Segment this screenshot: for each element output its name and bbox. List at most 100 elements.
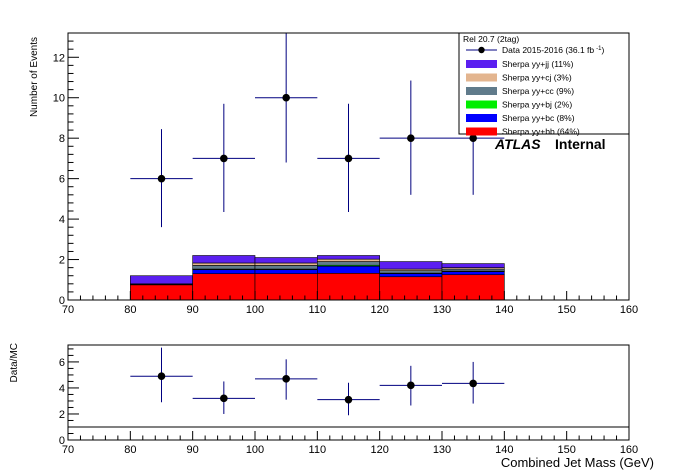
legend-mc-label: Sherpa yy+bb (64%) [502,127,580,137]
ratio-points [130,347,505,416]
main-plot-frame [67,32,630,301]
ratio-x-axis-tick-label: 160 [620,444,638,456]
ratio-y-axis-tick-label: 6 [59,357,65,369]
main-x-axis-tick-label: 110 [309,304,327,316]
ratio-point [157,372,166,381]
data-point [407,134,415,142]
main-x-axis-tick-label: 90 [187,304,199,316]
ratio-plot-frame [67,344,630,441]
legend-mc-label: Sherpa yy+cc (9%) [502,86,574,96]
atlas-internal-label: Internal [555,136,606,152]
mc-bar-segment [192,273,256,301]
legend-header: Rel 20.7 (2tag) [463,34,519,44]
legend: Rel 20.7 (2tag) Data 2015-2016 (36.1 fb -… [458,32,630,137]
main-y-axis-tick-label: 8 [59,133,65,145]
main-y-axis-tick-label: 4 [59,214,65,226]
main-x-axis-tick-label: 160 [620,304,638,316]
data-point [344,154,353,163]
ratio-y-axis-tick-label: 2 [59,409,65,421]
ratio-x-axis-tick-label: 110 [309,444,327,456]
main-y-axis-tick-label: 12 [53,52,65,64]
ratio-x-axis: 70 80 90 100 110 120 130 140 150 160 [62,431,638,456]
mc-bar-segment [379,276,443,301]
main-x-axis-tick-label: 120 [370,304,388,316]
mc-bar-segment [317,255,380,260]
atlas-label: ATLAS [494,136,541,152]
ratio-point [469,379,477,388]
main-y-axis-tick-label: 10 [53,93,65,105]
legend-swatch [466,87,497,95]
data-points [130,33,505,228]
data-point [220,154,228,163]
mc-bar-segment [441,263,505,268]
legend-mc-entries: Sherpa yy+jj (11%) Sherpa yy+cj (3%) Sherp… [466,59,580,137]
main-y-axis-label: Number of Events [29,37,40,117]
ratio-x-axis-tick-label: 150 [557,444,575,456]
mc-bar-segment [317,258,380,262]
main-y-axis-tick-label: 2 [59,255,65,267]
legend-entry-data: Data 2015-2016 (36.1 fb -1) [466,45,605,55]
legend-swatch [466,127,497,136]
ratio-x-axis-tick-label: 130 [433,444,451,456]
mc-bar-segment [379,270,443,274]
mc-bar-segment [254,257,318,264]
legend-swatch [466,60,497,68]
legend-data-end: ) [602,45,605,55]
main-x-axis-tick-label: 80 [124,304,136,316]
mc-bar-segment [254,269,318,275]
legend-mc-label: Sherpa yy+cj (3%) [502,73,572,83]
mc-bar-segment [130,284,193,301]
legend-swatch [466,100,497,109]
ratio-x-axis-tick-label: 100 [246,444,264,456]
ratio-y-axis-label: Data/MC [9,343,20,382]
ratio-x-axis-tick-label: 90 [187,444,199,456]
mc-bar-segment [441,271,505,276]
ratio-x-axis-tick-label: 120 [370,444,388,456]
mc-bar-segment [192,262,256,266]
data-point [157,174,166,183]
data-point [282,93,290,102]
mc-bar-segment [254,273,318,301]
legend-swatch [466,114,497,122]
stacked-mc-histogram [130,255,505,301]
main-x-axis-tick-label: 100 [246,304,264,316]
legend-data-marker [478,46,485,54]
ratio-point [344,395,353,404]
mc-bar-segment [254,262,318,266]
mc-bar-segment [441,268,505,272]
mc-bar-segment [379,273,443,278]
main-x-axis-tick-label: 140 [495,304,513,316]
ratio-y-axis-tick-label: 0 [59,435,65,447]
mc-bar-segment [441,274,505,301]
ratio-point [407,381,415,390]
legend-mc-label: Sherpa yy+bj (2%) [502,100,572,110]
main-plot-panel: 70 80 90 100 110 120 130 140 150 160 0 2 4 6 8 10 12 Nu… [29,32,638,316]
main-x-axis-tick-label: 150 [557,304,575,316]
legend-mc-label: Sherpa yy+bc (8%) [502,113,575,123]
ratio-y-axis: 0 2 4 6 [59,348,79,447]
legend-mc-label: Sherpa yy+jj (11%) [502,59,574,69]
mc-bar-segment [317,265,380,274]
mc-bar-segment [192,265,256,270]
ratio-x-axis-tick-label: 140 [495,444,513,456]
ratio-x-axis-tick-label: 70 [62,444,74,456]
ratio-plot-panel: 70 80 90 100 110 120 130 140 150 160 0 2 4 6 Data/MC… [9,343,654,470]
mc-bar-segment [317,261,380,266]
ratio-point [282,375,290,383]
legend-data-label: Data 2015-2016 (36.1 fb -1) [502,45,605,55]
mc-bar-segment [317,272,380,301]
main-y-axis-tick-label: 0 [59,295,65,307]
mc-bar-segment [192,255,256,264]
main-x-axis-tick-label: 130 [433,304,451,316]
ratio-y-axis-tick-label: 4 [59,383,65,395]
main-y-axis-tick-label: 6 [59,174,65,186]
mc-bar-segment [130,275,193,285]
legend-data-text: Data 2015-2016 (36.1 fb [502,45,594,55]
x-axis-label: Combined Jet Mass (GeV) [501,455,654,470]
data-point [469,134,477,142]
mc-bar-segment [254,265,318,270]
ratio-x-axis-tick-label: 80 [124,444,136,456]
legend-swatch [466,73,497,82]
mc-bar-segment [192,269,256,275]
